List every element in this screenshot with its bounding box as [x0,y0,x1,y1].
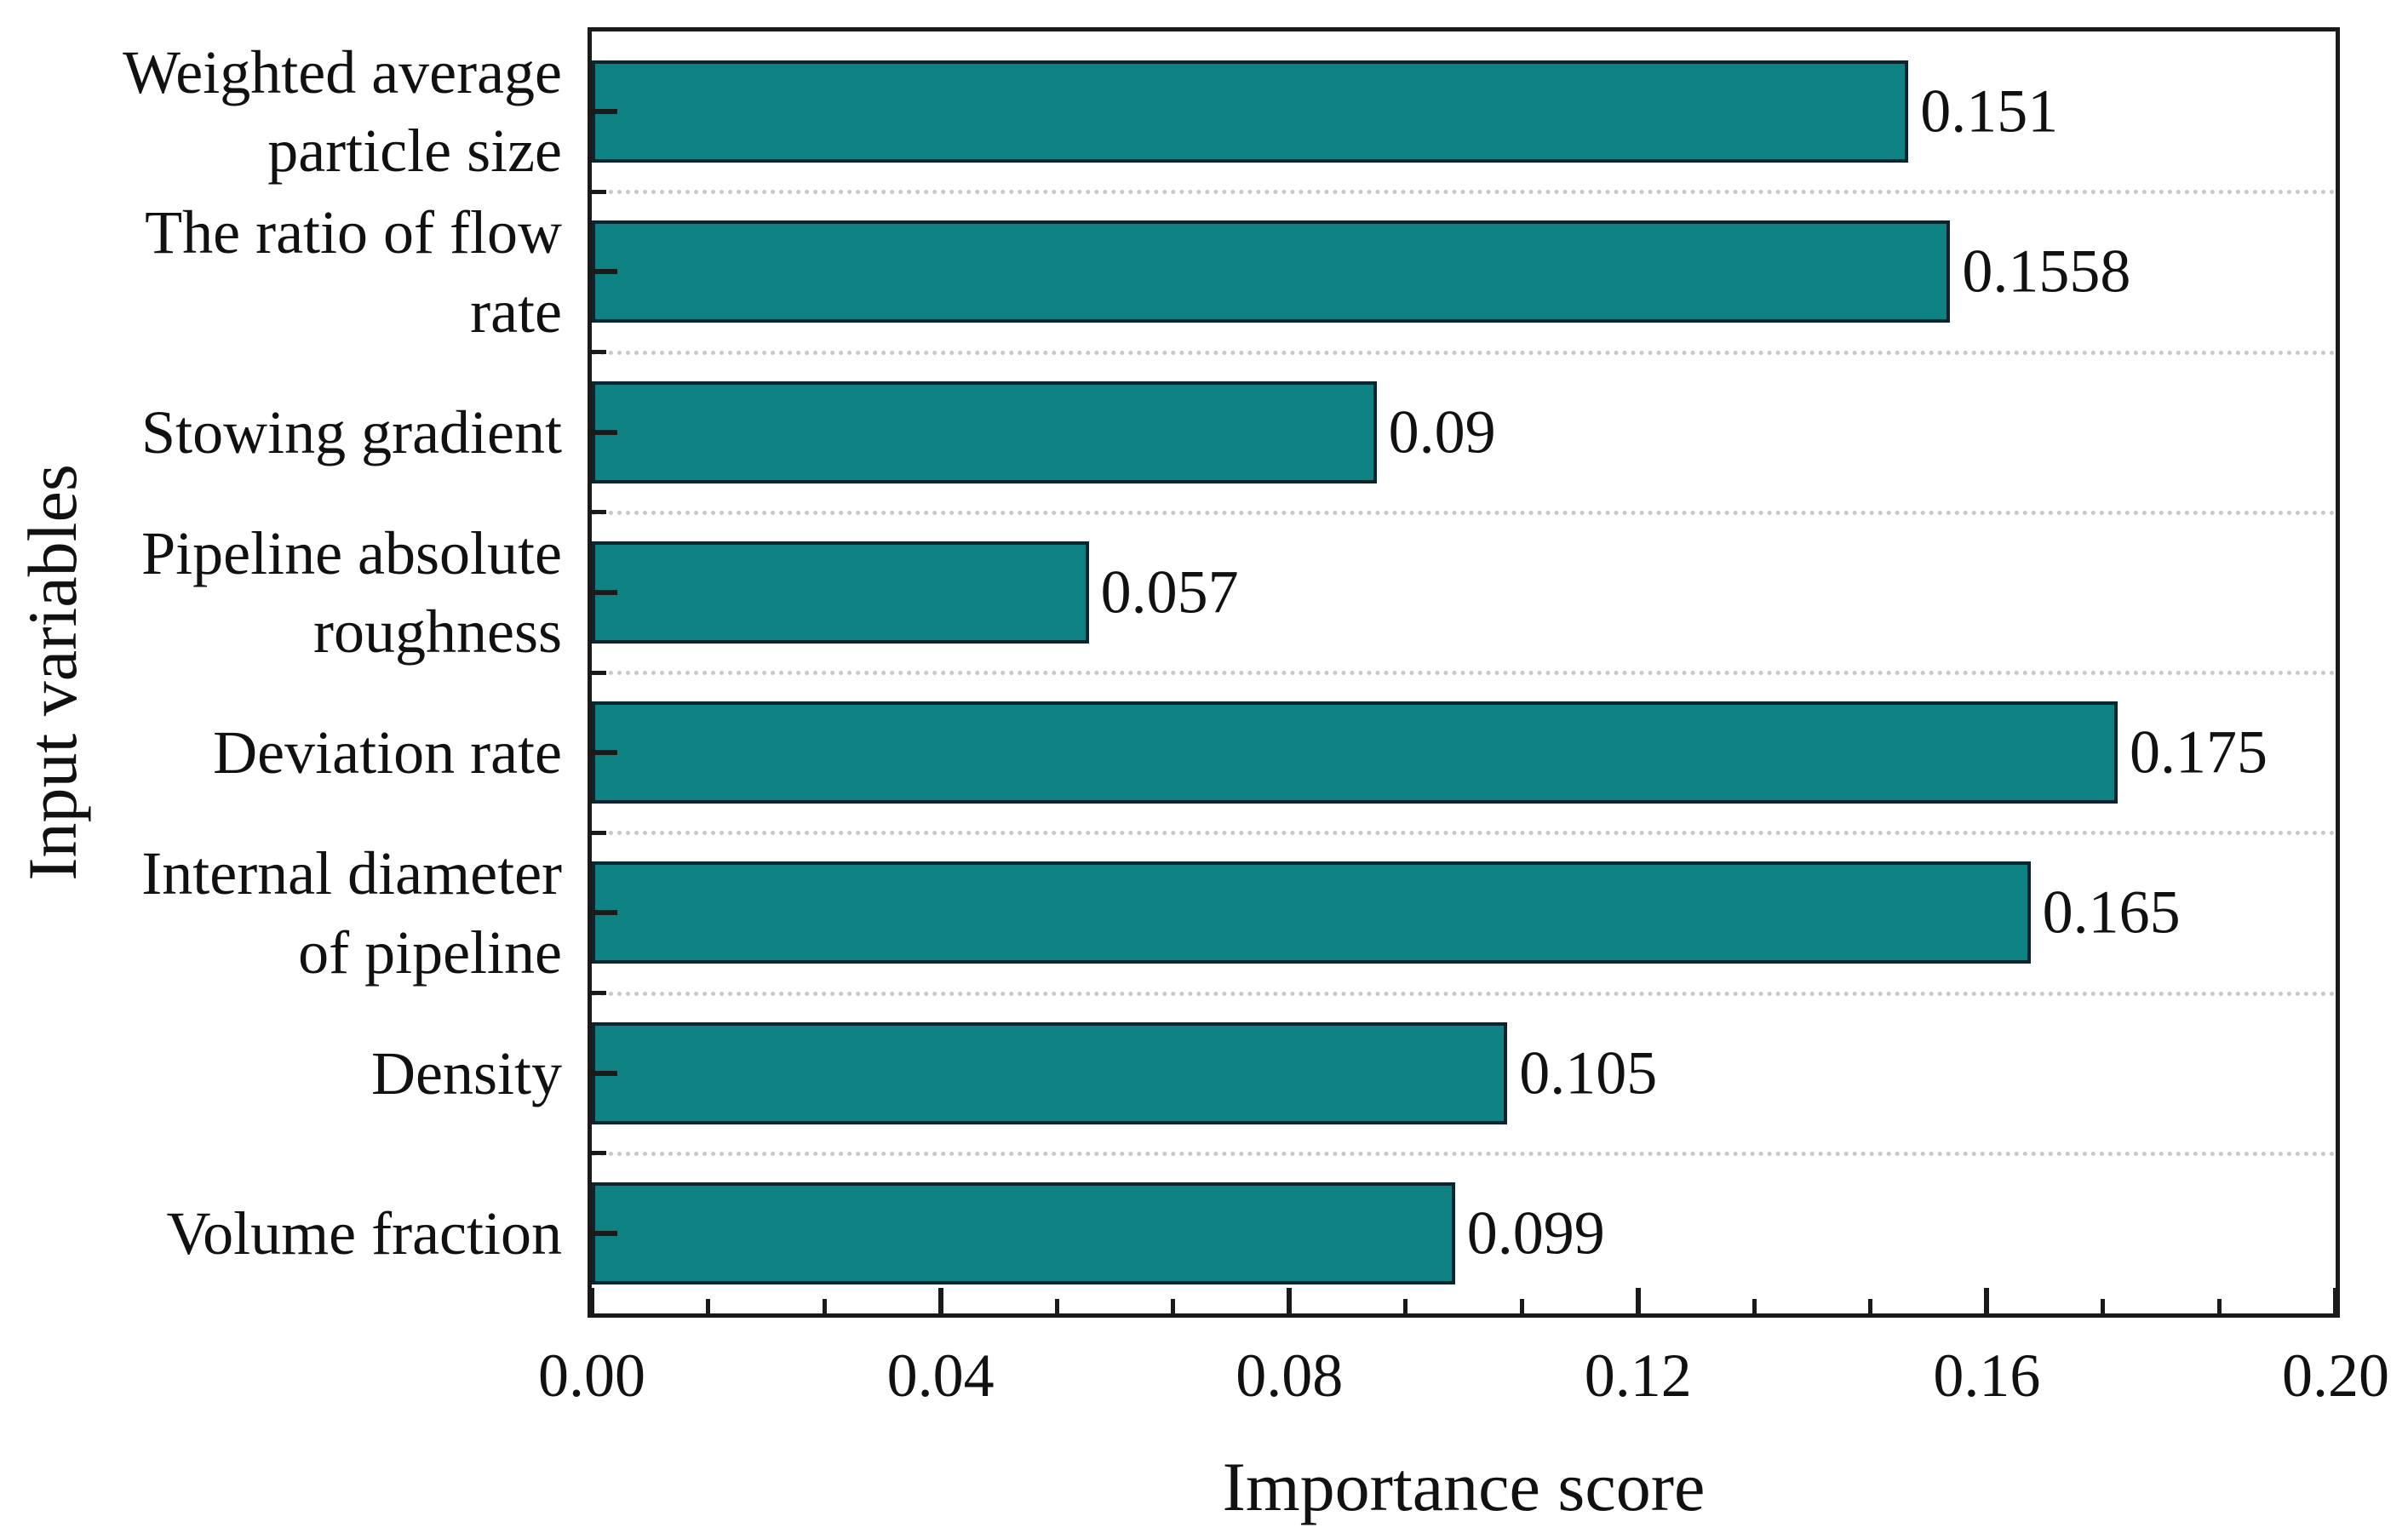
category-label: Stowing gradient [141,398,562,466]
category-label: Pipeline absolute roughness [141,518,562,666]
x-major-tick [1635,1288,1641,1313]
category-label: Weighted average particle size [123,37,562,186]
y-major-tick [592,429,617,435]
x-minor-tick [2216,1299,2222,1313]
bar [592,1181,1455,1284]
y-major-tick [592,1070,617,1076]
bar [592,541,1089,644]
x-minor-tick [1868,1299,1873,1313]
y-major-tick [592,589,617,595]
bar [592,861,2031,964]
bar [592,1021,1508,1124]
bar-value-label: 0.057 [1100,558,1239,626]
y-major-tick [592,750,617,756]
x-tick-label: 0.12 [1584,1342,1692,1410]
x-minor-tick [1054,1299,1059,1313]
x-minor-tick [1171,1299,1176,1313]
x-major-tick [1984,1288,1990,1313]
x-minor-tick [1519,1299,1524,1313]
minor-gridline [592,991,2336,996]
x-tick-label: 0.08 [1236,1342,1344,1410]
x-major-tick [1287,1288,1293,1313]
bar-value-label: 0.105 [1519,1038,1658,1107]
y-major-tick [592,109,617,115]
minor-gridline [592,1151,2336,1156]
bar [592,60,1909,163]
bar-value-label: 0.1558 [1962,237,2131,306]
y-minor-tick [592,350,606,354]
y-minor-tick [592,1151,606,1156]
x-minor-tick [822,1299,827,1313]
minor-gridline [592,510,2336,515]
x-minor-tick [2101,1299,2106,1313]
y-minor-tick [592,670,606,675]
minor-gridline [592,190,2336,195]
plot-area [588,27,2340,1318]
category-label: The ratio of flow rate [145,198,562,346]
y-minor-tick [592,189,606,194]
x-minor-tick [706,1299,711,1313]
x-minor-tick [1752,1299,1757,1313]
minor-gridline [592,831,2336,836]
x-major-tick [937,1288,943,1313]
x-tick-label: 0.20 [2282,1342,2389,1410]
bar [592,380,1377,483]
x-tick-label: 0.04 [886,1342,995,1410]
y-minor-tick [592,510,606,515]
minor-gridline [592,350,2336,355]
x-minor-tick [1403,1299,1408,1313]
bar-value-label: 0.09 [1388,398,1496,466]
y-minor-tick [592,830,606,835]
y-major-tick [592,269,617,275]
x-major-tick [2333,1288,2338,1313]
category-label: Internal diameter of pipeline [141,839,562,987]
bar-value-label: 0.099 [1466,1199,1605,1267]
y-minor-tick [592,991,606,995]
bar-value-label: 0.175 [2130,718,2268,787]
bar [592,701,2118,804]
category-label: Volume fraction [166,1199,562,1267]
bar-value-label: 0.165 [2042,878,2181,947]
bar [592,220,1951,323]
y-major-tick [592,910,617,916]
category-label: Density [371,1038,562,1107]
bar-value-label: 0.151 [1920,77,2059,146]
x-tick-label: 0.16 [1933,1342,2041,1410]
category-label: Deviation rate [213,718,562,787]
x-major-tick [589,1288,594,1313]
x-axis-title: Importance score [1222,1448,1706,1525]
x-tick-label: 0.00 [538,1342,645,1410]
minor-gridline [592,671,2336,675]
y-major-tick [592,1230,617,1236]
